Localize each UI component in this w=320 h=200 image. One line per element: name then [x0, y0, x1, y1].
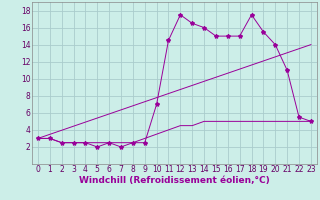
- X-axis label: Windchill (Refroidissement éolien,°C): Windchill (Refroidissement éolien,°C): [79, 176, 270, 185]
